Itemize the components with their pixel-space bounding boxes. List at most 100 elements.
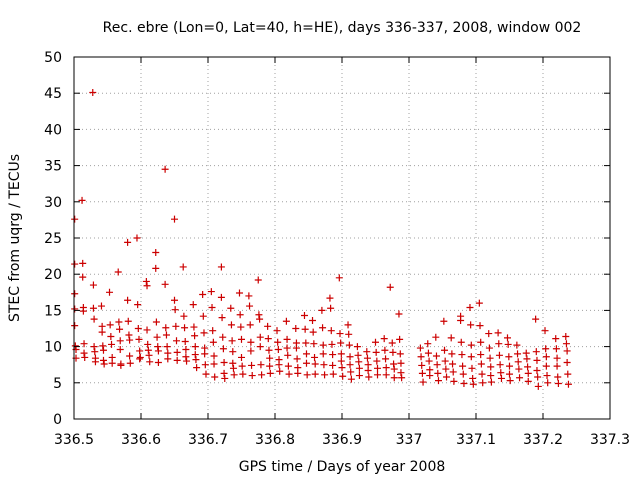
data-point — [171, 296, 178, 304]
data-point — [152, 318, 160, 326]
data-point — [97, 302, 105, 310]
data-point — [504, 340, 512, 348]
data-point — [301, 325, 309, 333]
data-point — [522, 349, 530, 357]
data-point — [543, 372, 551, 380]
data-point — [264, 322, 272, 330]
data-point — [347, 375, 355, 383]
data-point — [524, 369, 532, 377]
data-point — [257, 361, 265, 369]
data-point — [285, 370, 293, 378]
data-point — [201, 350, 209, 358]
data-point — [477, 351, 485, 359]
data-point — [497, 374, 505, 382]
x-tick-labels: 336.5 336.6 336.7 336.8 336.9 337 337.1 337.2 33… — [54, 432, 630, 448]
data-point — [145, 351, 153, 359]
data-point — [554, 373, 562, 381]
data-point — [337, 339, 345, 347]
data-point — [327, 327, 335, 335]
data-point — [523, 355, 531, 363]
data-point — [469, 374, 477, 382]
data-point — [246, 321, 254, 329]
data-point — [248, 361, 256, 369]
data-point — [230, 371, 238, 379]
data-point — [441, 357, 449, 365]
x-tick-label: 336.9 — [322, 432, 362, 448]
data-point — [434, 377, 442, 385]
data-point — [199, 312, 207, 320]
data-point — [345, 330, 353, 338]
data-point — [542, 353, 550, 361]
data-point — [164, 355, 172, 363]
data-point — [426, 372, 434, 380]
data-point — [89, 281, 97, 289]
x-tick-label: 336.6 — [121, 432, 161, 448]
data-point — [477, 338, 485, 346]
data-point — [229, 348, 237, 356]
y-tick-label: 40 — [44, 122, 62, 138]
data-point — [227, 304, 235, 312]
data-point — [346, 361, 354, 369]
data-point — [254, 276, 262, 284]
data-point — [136, 355, 144, 363]
data-point — [495, 340, 503, 348]
data-point — [503, 334, 511, 342]
data-point — [524, 377, 532, 385]
data-point — [515, 365, 523, 373]
data-point — [126, 352, 134, 360]
data-point — [338, 364, 346, 372]
data-point — [210, 352, 218, 360]
data-point — [563, 359, 571, 367]
data-point — [107, 332, 115, 340]
data-point — [468, 364, 476, 372]
data-point — [247, 347, 255, 355]
data-point — [79, 273, 87, 281]
data-point — [236, 311, 244, 319]
data-point — [191, 332, 199, 340]
data-point — [398, 374, 406, 382]
data-point — [154, 343, 162, 351]
data-point — [217, 263, 225, 271]
data-point — [79, 307, 87, 315]
data-point — [363, 348, 371, 356]
data-point — [553, 354, 561, 362]
data-point — [173, 356, 181, 364]
data-point — [310, 340, 318, 348]
y-tick-label: 15 — [44, 303, 62, 319]
data-point — [266, 362, 274, 370]
data-point — [425, 357, 433, 365]
data-point — [256, 333, 264, 341]
data-point — [416, 344, 424, 352]
data-point — [182, 353, 190, 361]
data-point — [134, 325, 142, 332]
data-point — [227, 321, 235, 329]
data-point — [189, 301, 197, 309]
data-point — [190, 323, 198, 331]
data-point — [449, 360, 457, 368]
data-point — [337, 350, 345, 358]
data-point — [562, 340, 570, 348]
data-point — [418, 369, 426, 377]
data-point — [514, 358, 522, 366]
data-point — [450, 377, 458, 385]
data-point — [71, 215, 79, 223]
data-point — [354, 351, 362, 359]
data-point — [117, 361, 125, 369]
grid-lines — [74, 57, 610, 419]
x-tick-label: 337.2 — [523, 432, 563, 448]
data-point — [283, 344, 291, 352]
data-point — [133, 234, 141, 242]
data-point — [162, 324, 170, 332]
data-point — [355, 372, 363, 380]
x-axis-label: GPS time / Days of year 2008 — [239, 459, 446, 475]
data-point — [192, 356, 200, 364]
data-point — [443, 373, 451, 381]
y-tick-label: 20 — [44, 267, 62, 283]
data-point — [220, 359, 228, 367]
data-point — [79, 259, 87, 267]
x-tick-label: 337.3 — [590, 432, 630, 448]
data-point — [382, 364, 390, 372]
data-point — [144, 346, 152, 354]
